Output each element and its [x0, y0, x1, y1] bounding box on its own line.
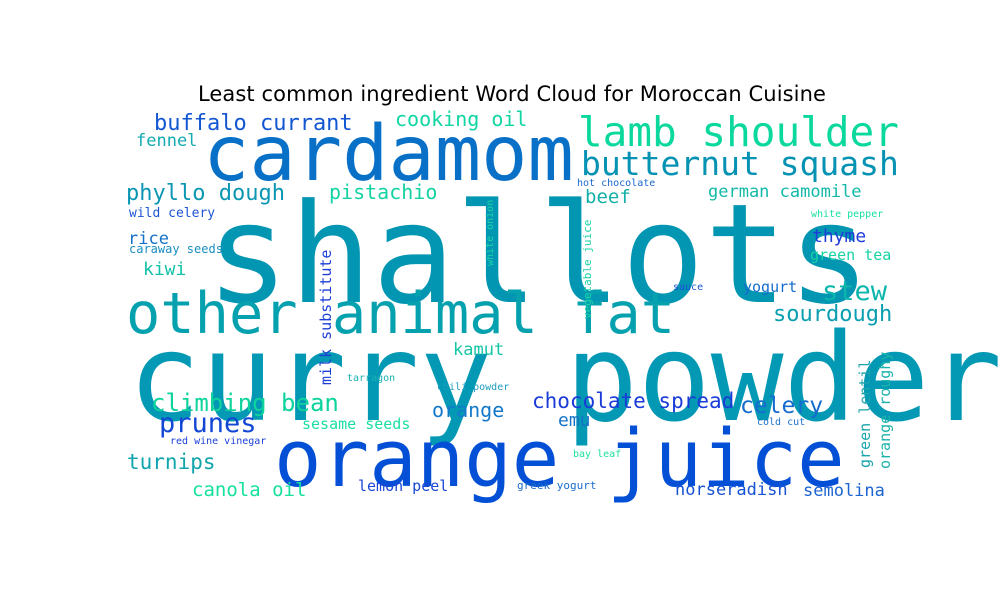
- word-semolina: semolina: [803, 481, 885, 501]
- word-vegetable-juice: vegetable juice: [581, 220, 594, 319]
- word-emu: emu: [558, 410, 591, 431]
- word-thyme: thyme: [812, 226, 866, 247]
- word-orange: orange: [432, 398, 504, 422]
- word-pistachio: pistachio: [329, 180, 437, 204]
- word-celery: celery: [740, 393, 823, 419]
- word-chocolate-spread: chocolate spread: [532, 389, 734, 413]
- word-fennel: fennel: [136, 131, 197, 151]
- word-turnips: turnips: [127, 450, 216, 474]
- word-prunes: prunes: [159, 408, 257, 439]
- word-white-pepper: white pepper: [811, 209, 883, 220]
- word-lamb-shoulder: lamb shoulder: [578, 108, 899, 156]
- word-green-tea: green tea: [810, 246, 891, 264]
- word-climbing-bean: climbing bean: [151, 389, 339, 417]
- word-sourdough: sourdough: [773, 302, 892, 327]
- word-red-wine-vinegar: red wine vinegar: [170, 436, 266, 447]
- word-cold-cut: cold cut: [757, 417, 805, 428]
- word-rice: rice: [128, 229, 169, 249]
- word-other-animal-fat: other animal fat: [126, 281, 675, 347]
- word-butternut-squash: butternut squash: [581, 144, 899, 183]
- word-sauce: sauce: [673, 282, 703, 293]
- word-caraway-seeds: caraway seeds: [129, 242, 223, 256]
- word-kiwi: kiwi: [143, 259, 186, 280]
- word-phyllo-dough: phyllo dough: [126, 181, 285, 206]
- word-canola-oil: canola oil: [192, 479, 306, 501]
- word-orange-juice: orange juice: [274, 413, 845, 505]
- word-green-lentil: green lentil: [856, 360, 874, 468]
- word-milk-substitute: milk substitute: [317, 250, 335, 385]
- word-orange-roughy: orange roughy: [876, 352, 894, 469]
- word-yogurt: yogurt: [743, 278, 797, 296]
- word-kamut: kamut: [453, 340, 504, 360]
- word-cooking-oil: cooking oil: [395, 107, 527, 131]
- word-hot-chocolate: hot chocolate: [577, 178, 655, 189]
- word-greek-yogurt: greek yogurt: [517, 479, 596, 492]
- word-cardamom: cardamom: [203, 110, 574, 199]
- word-stew: stew: [822, 276, 888, 307]
- word-buffalo-currant: buffalo currant: [154, 111, 353, 136]
- word-wild-celery: wild celery: [129, 206, 215, 221]
- word-german-camomile: german camomile: [708, 182, 862, 202]
- word-horseradish: horseradish: [675, 480, 788, 500]
- word-beef: beef: [585, 186, 631, 208]
- word-bay-leaf: bay leaf: [573, 449, 621, 460]
- word-chili-powder: chili powder: [437, 382, 509, 393]
- word-shallots: shallots: [206, 174, 871, 335]
- word-lemon-peel: lemon peel: [358, 477, 448, 495]
- word-tarragon: tarragon: [347, 373, 395, 384]
- chart-title: Least common ingredient Word Cloud for M…: [197, 82, 827, 106]
- word-white-onion: white onion: [485, 200, 496, 266]
- word-curry-powder: curry powder: [128, 308, 1000, 449]
- word-sesame-seeds: sesame seeds: [302, 415, 410, 433]
